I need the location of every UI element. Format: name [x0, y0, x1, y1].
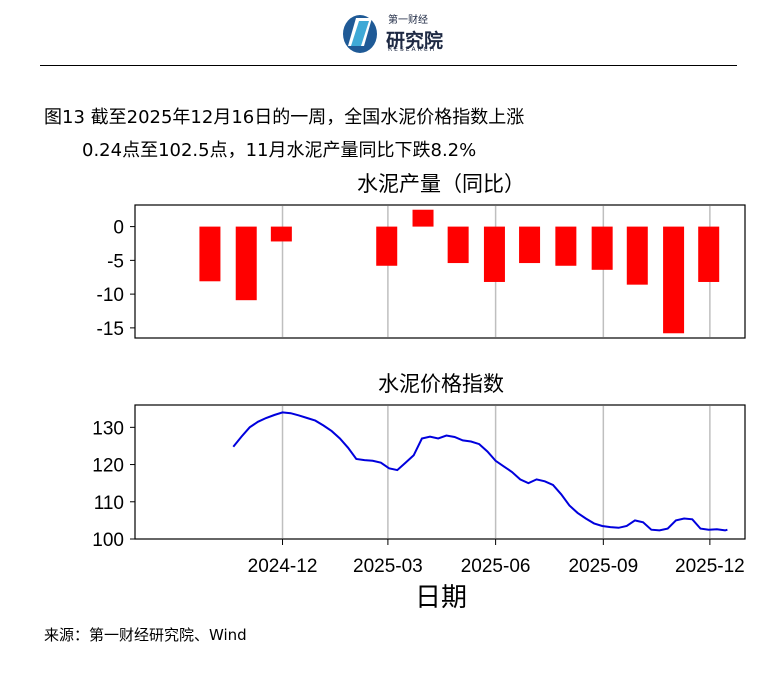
bar: [698, 226, 720, 282]
x-tick-label: 2025-09: [568, 556, 638, 577]
x-tick-label: 2024-12: [248, 556, 318, 577]
x-axis-label: 日期: [415, 582, 467, 612]
line-y-tick-label: 130: [92, 418, 124, 439]
bar: [519, 226, 541, 264]
x-tick-label: 2025-12: [675, 556, 745, 577]
bar: [270, 226, 292, 242]
bar: [235, 226, 257, 301]
source-note: 来源：第一财经研究院、Wind: [44, 626, 247, 644]
bar-y-tick-label: -10: [97, 285, 124, 306]
header-divider: [40, 65, 737, 66]
bar-y-tick-label: -15: [97, 319, 124, 340]
logo-top-text: 第一财经: [388, 15, 428, 26]
bar-y-tick-label: 0: [113, 218, 124, 239]
bar: [199, 226, 221, 282]
x-tick-label: 2025-03: [353, 556, 423, 577]
x-tick-label: 2025-06: [461, 556, 531, 577]
bar-panel-title: 水泥产量（同比）: [357, 173, 525, 196]
figure-title-line-1: 图13 截至2025年12月16日的一周，全国水泥价格指数上涨: [44, 107, 525, 128]
figure-title-line-2: 0.24点至102.5点，11月水泥产量同比下跌8.2%: [82, 140, 477, 161]
logo-name-text: 研究院: [386, 30, 444, 52]
price-index-line: [232, 411, 728, 532]
line-y-tick-label: 100: [92, 530, 124, 551]
bar: [626, 226, 648, 285]
first-financial-logo-icon: [343, 15, 377, 53]
bar: [483, 226, 505, 282]
line-panel-title: 水泥价格指数: [378, 373, 504, 396]
line-panel-frame: [134, 404, 746, 540]
bar: [591, 226, 613, 270]
line-y-tick-label: 110: [94, 493, 124, 514]
bar: [412, 209, 434, 227]
bar: [376, 226, 398, 266]
bar: [447, 226, 469, 264]
line-y-tick-label: 120: [92, 456, 124, 477]
bar: [663, 226, 685, 334]
bar: [555, 226, 577, 266]
logo-en-text: RESEARCH: [388, 46, 437, 53]
bar-y-tick-label: -5: [107, 251, 124, 272]
bar-panel-frame: [134, 204, 746, 339]
